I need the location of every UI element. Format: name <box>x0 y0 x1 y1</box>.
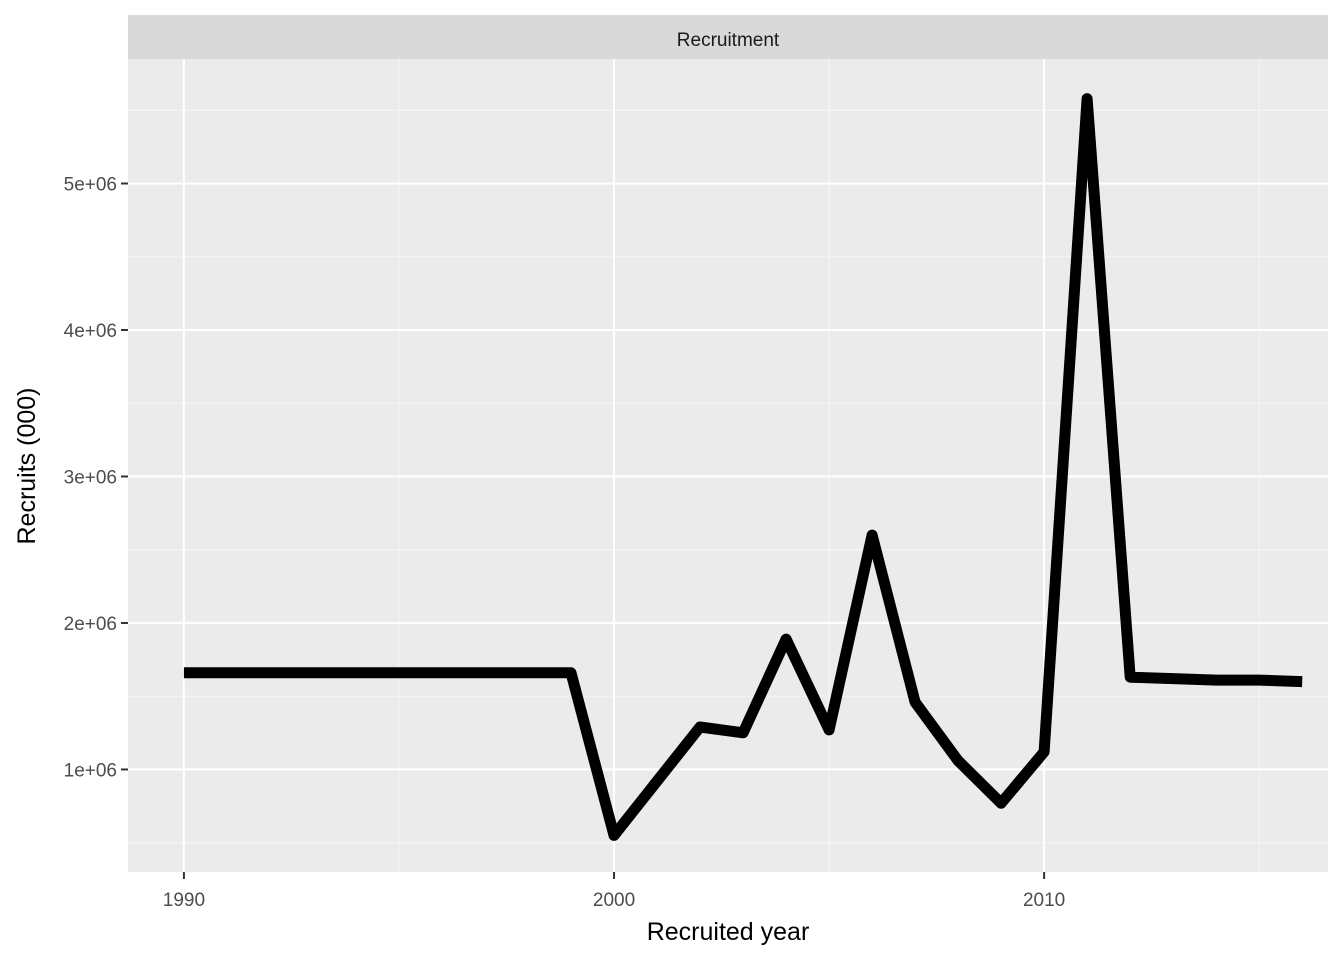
y-tick-label: 1e+06 <box>64 760 117 781</box>
x-axis-title: Recruited year <box>647 918 810 946</box>
y-tick-label: 4e+06 <box>64 321 117 342</box>
minor-gridlines <box>128 59 1328 872</box>
x-tick-label: 1990 <box>163 890 205 911</box>
y-tick-label: 2e+06 <box>64 614 117 635</box>
x-tick-label: 2010 <box>1023 890 1065 911</box>
x-tick-label: 2000 <box>593 890 635 911</box>
y-tick-label: 5e+06 <box>64 175 117 196</box>
y-axis: 1e+06 2e+06 3e+06 4e+06 5e+06 <box>64 175 128 781</box>
facet-strip <box>128 15 1328 59</box>
x-axis: 1990 2000 2010 <box>163 872 1065 911</box>
y-axis-title: Recruits (000) <box>13 388 41 545</box>
facet-strip-label: Recruitment <box>677 30 780 51</box>
series-layer <box>183 93 1303 841</box>
y-tick-label: 3e+06 <box>64 467 117 488</box>
series-line <box>183 93 1303 841</box>
plot-panel <box>128 59 1328 872</box>
